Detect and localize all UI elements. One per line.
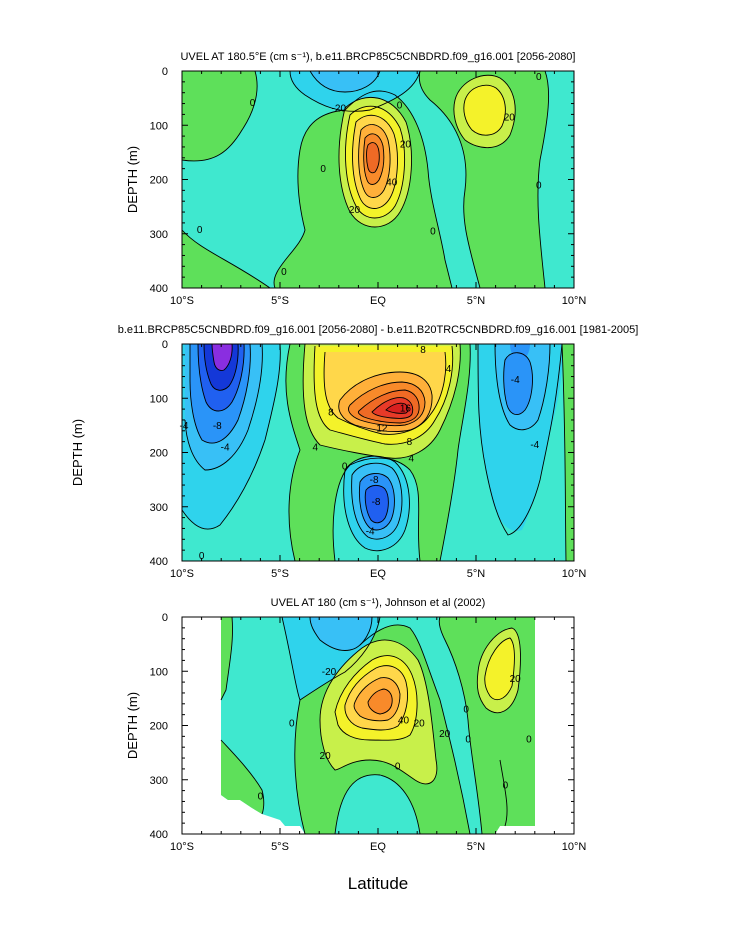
- panel-2-ylabel: DEPTH (m): [70, 419, 85, 486]
- contour-label: 0: [281, 267, 287, 278]
- contour-label: -4: [530, 440, 539, 451]
- x-tick-label: 5°S: [271, 568, 289, 580]
- panel-3: UVEL AT 180 (cm s⁻¹), Johnson et al (200…: [125, 597, 586, 853]
- contour-label: 12: [376, 424, 388, 435]
- contour-label: 0: [536, 72, 542, 83]
- y-tick-label: 200: [150, 175, 168, 187]
- contour-label: 20: [439, 729, 451, 740]
- y-tick-label: 100: [150, 120, 168, 132]
- x-tick-label: 10°S: [170, 568, 194, 580]
- x-tick-label: 10°N: [562, 568, 587, 580]
- contour-label: 8: [407, 437, 413, 448]
- y-tick-label: 0: [162, 612, 168, 624]
- contour-label: -4: [180, 421, 189, 432]
- contour-label: 0: [197, 225, 203, 236]
- y-tick-label: 400: [150, 556, 168, 568]
- contour-label: -4: [221, 443, 230, 454]
- contour-label: -4: [511, 375, 520, 386]
- contour-label: 0: [526, 735, 532, 746]
- contour-label: 4: [409, 453, 415, 464]
- x-tick-label: 10°S: [170, 841, 194, 853]
- contour-label: 0: [320, 164, 326, 175]
- y-tick-label: 200: [150, 721, 168, 733]
- x-tick-label: 10°S: [170, 295, 194, 307]
- panel-2: b.e11.BRCP85C5CNBDRD.f09_g16.001 [2056-2…: [70, 324, 638, 580]
- contour-label: -20: [322, 667, 337, 678]
- x-tick-label: 5°S: [271, 841, 289, 853]
- contour-label: 0: [342, 462, 348, 473]
- y-tick-label: 400: [150, 829, 168, 841]
- contour-label: 0: [503, 781, 509, 792]
- contour-label: 20: [510, 674, 522, 685]
- y-tick-label: 400: [150, 283, 168, 295]
- contour-label: 0: [250, 98, 256, 109]
- panel-3-ylabel: DEPTH (m): [125, 692, 140, 759]
- y-tick-label: 0: [162, 339, 168, 351]
- y-tick-label: 300: [150, 229, 168, 241]
- y-tick-label: 100: [150, 666, 168, 678]
- contour-label: 20: [349, 205, 361, 216]
- contour-label: -8: [370, 475, 379, 486]
- contour-label: 16: [400, 404, 412, 415]
- y-tick-label: 100: [150, 393, 168, 405]
- contour-label: -8: [372, 497, 381, 508]
- panel-1-title: UVEL AT 180.5°E (cm s⁻¹), b.e11.BRCP85C5…: [180, 51, 575, 63]
- contour-label: 0: [289, 718, 295, 729]
- y-tick-label: 200: [150, 448, 168, 460]
- panel-3-title: UVEL AT 180 (cm s⁻¹), Johnson et al (200…: [271, 597, 486, 609]
- contour-label: -4: [366, 527, 375, 538]
- contour-label: 4: [312, 443, 318, 454]
- x-tick-label: 5°N: [467, 841, 486, 853]
- x-tick-label: EQ: [370, 295, 386, 307]
- contour-label: 0: [536, 180, 542, 191]
- contour-label: 8: [328, 407, 334, 418]
- contour-label: 0: [397, 101, 403, 112]
- contour-label: 4: [446, 364, 452, 375]
- panel-1-contour-field: [182, 71, 574, 288]
- contour-label: 40: [398, 716, 410, 727]
- contour-label: 20: [320, 751, 332, 762]
- panel-3-contour-field: [220, 617, 535, 834]
- x-tick-label: 5°N: [467, 568, 486, 580]
- contour-label: -20: [332, 103, 347, 114]
- x-tick-label: 10°N: [562, 295, 587, 307]
- x-tick-label: EQ: [370, 841, 386, 853]
- contour-label: 0: [463, 705, 469, 716]
- x-tick-label: 5°S: [271, 295, 289, 307]
- panel-1-contour-labels: -20 0 0 20 40 20 0 0 0 0 20 0 0: [197, 72, 542, 278]
- x-tick-label: EQ: [370, 568, 386, 580]
- contour-label: 0: [430, 227, 436, 238]
- y-tick-label: 300: [150, 502, 168, 514]
- panel-1-ylabel: DEPTH (m): [125, 146, 140, 213]
- contour-label: -8: [213, 421, 222, 432]
- figure-xlabel: Latitude: [348, 874, 409, 893]
- y-tick-label: 0: [162, 66, 168, 78]
- contour-label: 8: [420, 345, 426, 356]
- x-tick-label: 5°N: [467, 295, 486, 307]
- y-tick-label: 300: [150, 775, 168, 787]
- panel-3-contour-labels: -20 0 40 20 20 20 0 0 0 20 0 0 0: [258, 667, 533, 803]
- contour-label: 40: [386, 178, 398, 189]
- contour-label: 0: [395, 762, 401, 773]
- contour-label: 0: [258, 792, 264, 803]
- x-tick-label: 10°N: [562, 841, 587, 853]
- panel-2-title: b.e11.BRCP85C5CNBDRD.f09_g16.001 [2056-2…: [118, 324, 639, 336]
- contour-label: 20: [400, 140, 412, 151]
- contour-label: 20: [504, 113, 516, 124]
- contour-label: 20: [414, 718, 426, 729]
- contour-label: 0: [199, 551, 205, 562]
- contour-label: 0: [465, 735, 471, 746]
- panel-2-contour-labels: -8 -4 -4 0 4 8 12 16 8 8 4 4 0 -8 -8 -4 -4 -4: [180, 345, 540, 562]
- panel-1: UVEL AT 180.5°E (cm s⁻¹), b.e11.BRCP85C5…: [125, 51, 586, 307]
